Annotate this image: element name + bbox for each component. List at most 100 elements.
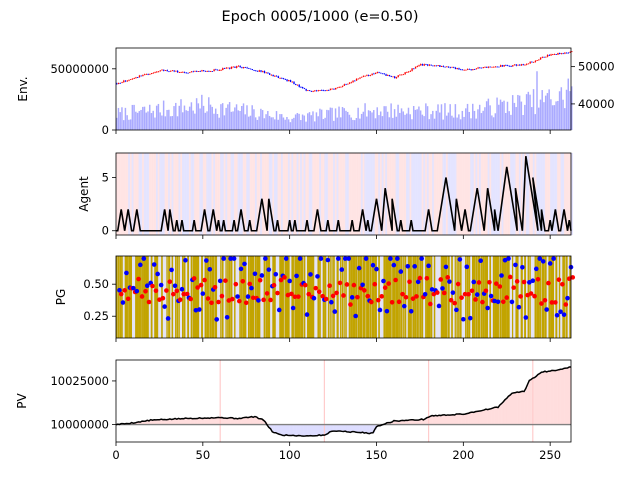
pg-band xyxy=(551,256,555,338)
pv-area-slice xyxy=(397,420,400,425)
pv-area-slice xyxy=(138,421,141,425)
candle-body xyxy=(140,75,142,77)
candle-body xyxy=(208,71,210,72)
agent-band xyxy=(136,153,139,235)
candle-body xyxy=(366,75,368,76)
volume-bar xyxy=(140,109,142,130)
pg-point-blue xyxy=(547,261,553,266)
agent-band xyxy=(336,153,339,235)
agent-band xyxy=(432,153,435,235)
volume-bar xyxy=(267,111,269,130)
candle-body xyxy=(513,64,516,66)
candle-body xyxy=(354,80,356,82)
pv-area-slice xyxy=(423,419,426,425)
pv-area-slice xyxy=(329,424,332,432)
agent-band xyxy=(241,153,244,235)
agent-band xyxy=(395,153,398,235)
pg-point-blue xyxy=(415,279,421,285)
agent-band xyxy=(416,153,419,235)
volume-bar xyxy=(529,94,531,130)
pg-point-blue xyxy=(422,292,428,297)
pg-point-blue xyxy=(256,298,261,303)
candle-body xyxy=(364,75,366,77)
agent-band xyxy=(175,153,178,235)
agent-band xyxy=(274,153,277,235)
volume-bar xyxy=(442,119,444,130)
pg-point-red xyxy=(532,293,537,299)
pv-area-slice xyxy=(421,419,424,425)
pg-point-red xyxy=(382,285,388,290)
volume-bar xyxy=(313,121,316,130)
pg-point-blue xyxy=(183,258,188,263)
agent-band xyxy=(360,153,363,235)
pg-point-red xyxy=(143,288,148,294)
agent-band xyxy=(171,153,174,235)
pv-area-slice xyxy=(569,366,572,425)
pg-point-blue xyxy=(499,273,504,278)
pv-area-slice xyxy=(251,416,254,425)
pg-band xyxy=(155,256,159,338)
pg-band xyxy=(378,256,380,338)
pv-area-slice xyxy=(553,370,556,425)
candle-body xyxy=(227,67,229,69)
y-tick-label: 10025000 xyxy=(50,374,109,388)
pv-area-slice xyxy=(456,413,459,425)
volume-bar xyxy=(338,106,340,130)
volume-bar xyxy=(131,104,134,130)
pv-area-slice xyxy=(291,424,294,436)
pg-point-blue xyxy=(228,256,233,261)
pv-area-slice xyxy=(445,415,448,425)
volume-bar xyxy=(421,114,424,130)
volume-bar xyxy=(359,118,361,130)
volume-bar xyxy=(440,104,443,130)
pg-point-red xyxy=(240,278,246,284)
pg-point-blue xyxy=(384,308,390,314)
y-tick-label: 10000000 xyxy=(50,418,109,432)
pv-series-line xyxy=(115,366,572,437)
pg-band xyxy=(529,256,531,338)
pg-point-red xyxy=(448,297,454,303)
candle-body xyxy=(440,65,443,67)
volume-bar xyxy=(164,116,167,130)
candle-body xyxy=(253,70,255,71)
pv-area-slice xyxy=(419,419,422,425)
pg-point-red xyxy=(181,291,187,297)
candle-body xyxy=(394,76,396,79)
pg-point-red xyxy=(164,288,169,293)
candle-body xyxy=(303,88,306,89)
agent-band xyxy=(499,153,502,235)
pg-point-red xyxy=(355,294,360,300)
pv-area-slice xyxy=(458,413,461,425)
pg-point-blue xyxy=(204,258,209,263)
candle-body xyxy=(397,75,399,78)
volume-bar xyxy=(202,105,205,130)
pv-area-slice xyxy=(425,418,428,425)
pv-area-slice xyxy=(567,368,570,425)
agent-band xyxy=(298,153,301,235)
pg-band xyxy=(244,256,247,338)
pg-point-blue xyxy=(370,262,376,268)
pg-point-blue xyxy=(523,315,529,320)
pg-band xyxy=(433,256,436,338)
candle-body xyxy=(137,77,139,79)
pv-area-slice xyxy=(473,412,476,425)
agent-band xyxy=(150,153,153,235)
pg-point-red xyxy=(348,302,353,307)
volume-bar xyxy=(376,107,378,130)
pg-band xyxy=(143,256,146,338)
candle-body xyxy=(369,75,372,76)
volume-bar xyxy=(340,117,342,130)
agent-band xyxy=(562,153,565,235)
agent-band xyxy=(492,153,495,235)
pg-band xyxy=(119,256,122,338)
pg-band xyxy=(409,256,412,338)
agent-band xyxy=(293,153,296,235)
pg-band xyxy=(192,256,195,338)
candle-body xyxy=(166,70,168,72)
candle-body xyxy=(456,68,458,70)
pg-point-red xyxy=(243,300,249,306)
pg-point-blue xyxy=(141,256,147,261)
volume-bar xyxy=(154,117,156,130)
agent-band xyxy=(536,153,539,235)
pv-area xyxy=(116,360,572,442)
